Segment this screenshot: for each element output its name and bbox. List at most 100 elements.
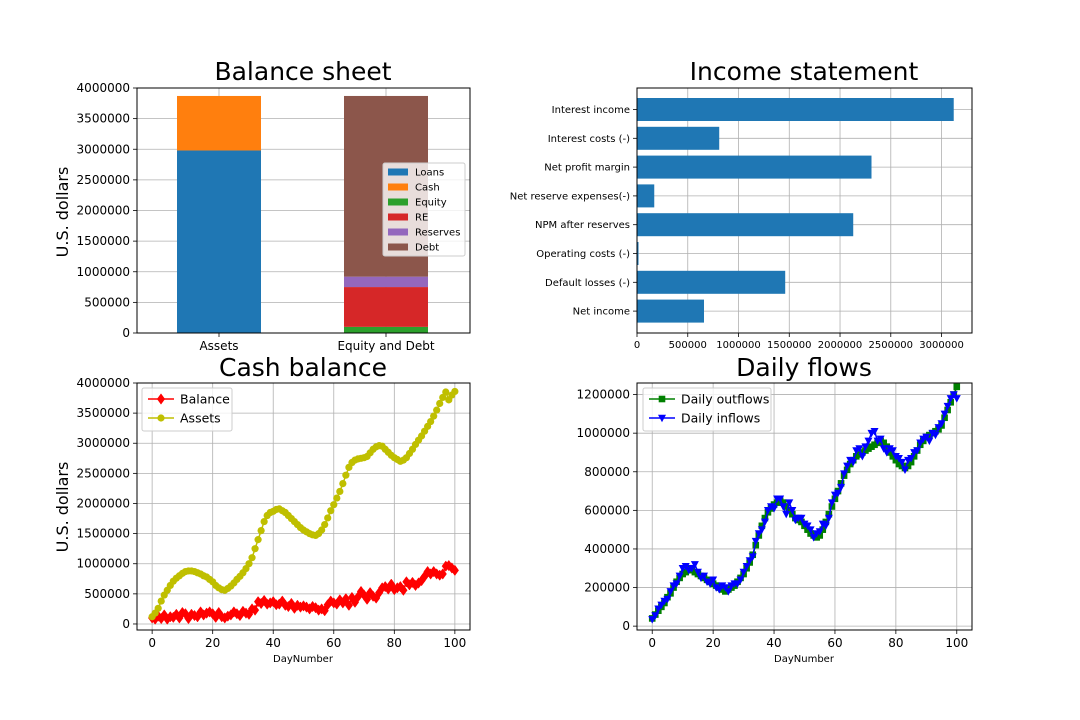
income-statement-bar-7 [637, 299, 704, 323]
daily-flows-point-1-43 [779, 503, 788, 511]
income-statement-bar-2 [637, 155, 872, 179]
daily-flows-point-0-36 [758, 522, 766, 530]
daily-flows-point-1-80 [891, 453, 900, 461]
cash-balance-point-0-72 [365, 587, 375, 599]
income-statement-xtick-2: 1000000 [716, 340, 761, 351]
income-statement-category-0: Interest income [552, 105, 630, 116]
daily-flows-legend-marker-1 [658, 414, 666, 423]
daily-flows-point-1-8 [672, 580, 681, 588]
balance-sheet-ytick-2: 1000000 [77, 265, 130, 279]
daily-flows-point-1-66 [849, 458, 858, 467]
daily-flows-point-1-91 [925, 437, 934, 446]
balance-sheet-legend-label-3: RE [415, 213, 428, 224]
cash-balance-point-1-56 [318, 526, 326, 534]
income-statement-category-1: Interest costs (-) [548, 134, 630, 145]
daily-flows-point-0-79 [889, 453, 897, 460]
cash-balance-panel: Cash balance U.S. dollars DayNumber 0 20 4… [53, 353, 471, 665]
cash-balance-xlabel: DayNumber [273, 654, 334, 665]
daily-flows-point-0-62 [837, 480, 845, 487]
daily-flows-panel: Daily flows DayNumber 0 20 40 60 80 100 0 20000… [577, 353, 973, 665]
daily-flows-point-1-32 [745, 557, 754, 565]
cash-balance-ytick-8: 4000000 [77, 376, 130, 390]
daily-flows-point-1-13 [687, 564, 696, 573]
daily-flows-point-1-28 [733, 580, 742, 588]
cash-balance-point-1-93 [430, 412, 438, 420]
cash-balance-legend-marker-1 [157, 414, 165, 422]
daily-flows-point-1-98 [946, 395, 955, 403]
daily-flows-point-1-14 [690, 561, 699, 569]
daily-flows-point-1-45 [785, 499, 794, 507]
cash-balance-xtick-0: 0 [148, 636, 156, 650]
daily-flows-point-1-53 [809, 534, 818, 542]
daily-flows-legend-label-1: Daily inflows [681, 411, 760, 426]
daily-flows-axes-frame [636, 382, 973, 631]
daily-flows-point-1-40 [770, 505, 779, 513]
balance-sheet-ytick-4: 2000000 [77, 204, 130, 218]
daily-flows-point-1-93 [931, 431, 940, 440]
daily-flows-point-1-55 [815, 528, 824, 536]
daily-flows-ytick-6: 1200000 [577, 388, 630, 402]
daily-flows-point-1-73 [870, 427, 879, 436]
daily-flows-title: Daily flows [736, 353, 872, 382]
daily-flows-point-1-96 [940, 410, 949, 419]
income-statement-bar-6 [637, 270, 786, 294]
balance-sheet-legend-swatch-2 [388, 198, 408, 206]
balance-sheet-legend-swatch-1 [388, 183, 408, 191]
daily-flows-point-1-20 [709, 576, 718, 585]
cash-balance-point-1-33 [248, 554, 256, 562]
balance-sheet-bar-reserves-1 [344, 276, 428, 288]
cash-balance-point-1-36 [257, 526, 265, 535]
cash-balance-point-1-94 [433, 406, 441, 414]
daily-flows-point-1-69 [858, 453, 867, 461]
daily-flows-xtick-2: 40 [766, 636, 781, 650]
cash-balance-point-0-96 [438, 568, 447, 580]
daily-flows-point-1-90 [922, 433, 931, 442]
cash-balance-point-1-2 [154, 604, 162, 612]
cash-balance-point-0-65 [344, 599, 354, 611]
income-statement-panel: Income statement 0 500000 1000000 1500000 20… [510, 57, 973, 351]
balance-sheet-legend-label-0: Loans [415, 168, 444, 179]
daily-flows-point-1-59 [827, 499, 836, 507]
income-statement-axes-frame [636, 87, 973, 334]
income-statement-bar-5 [637, 242, 639, 265]
daily-flows-point-1-46 [788, 507, 797, 515]
income-statement-category-6: Default losses (-) [545, 278, 630, 289]
daily-flows-legend-marker-0 [658, 395, 666, 403]
balance-sheet-legend-label-2: Equity [415, 198, 447, 209]
daily-flows-point-1-17 [700, 572, 708, 581]
daily-flows-xtick-0: 0 [648, 636, 656, 650]
cash-balance-point-1-3 [157, 597, 165, 605]
daily-flows-point-1-9 [675, 572, 684, 581]
daily-flows-point-1-75 [876, 435, 885, 444]
daily-flows-point-1-25 [724, 588, 733, 596]
daily-flows-point-0-44 [782, 503, 790, 510]
daily-flows-point-1-6 [666, 588, 675, 596]
balance-sheet-legend-swatch-0 [388, 168, 408, 176]
daily-flows-point-1-11 [681, 563, 690, 571]
income-statement-xtick-1: 500000 [669, 340, 707, 351]
cash-balance-legend-label-1: Assets [180, 411, 221, 426]
balance-sheet-category-0: Assets [199, 339, 238, 353]
daily-flows-point-1-82 [897, 458, 906, 467]
daily-flows-point-1-31 [742, 563, 751, 571]
cash-balance-point-1-35 [254, 536, 262, 544]
income-statement-bar-4 [637, 213, 854, 237]
balance-sheet-ytick-1: 500000 [84, 295, 130, 309]
income-statement-bar-0 [637, 98, 954, 121]
daily-flows-point-1-51 [803, 522, 812, 530]
daily-flows-point-1-36 [757, 526, 766, 534]
daily-flows-point-0-45 [785, 507, 793, 514]
daily-flows-ytick-5: 1000000 [577, 426, 630, 440]
income-statement-xtick-0: 0 [634, 340, 640, 351]
daily-flows-point-1-97 [943, 402, 952, 411]
daily-flows-point-1-52 [806, 526, 815, 534]
balance-sheet-ytick-7: 3500000 [77, 112, 130, 126]
cash-balance-ytick-1: 500000 [84, 587, 130, 601]
cash-balance-title: Cash balance [219, 353, 387, 382]
daily-flows-point-1-15 [693, 568, 702, 577]
cash-balance-point-1-57 [321, 520, 329, 529]
cash-balance-point-1-61 [333, 494, 341, 502]
daily-flows-point-1-49 [797, 514, 806, 523]
daily-flows-point-1-87 [913, 447, 922, 455]
